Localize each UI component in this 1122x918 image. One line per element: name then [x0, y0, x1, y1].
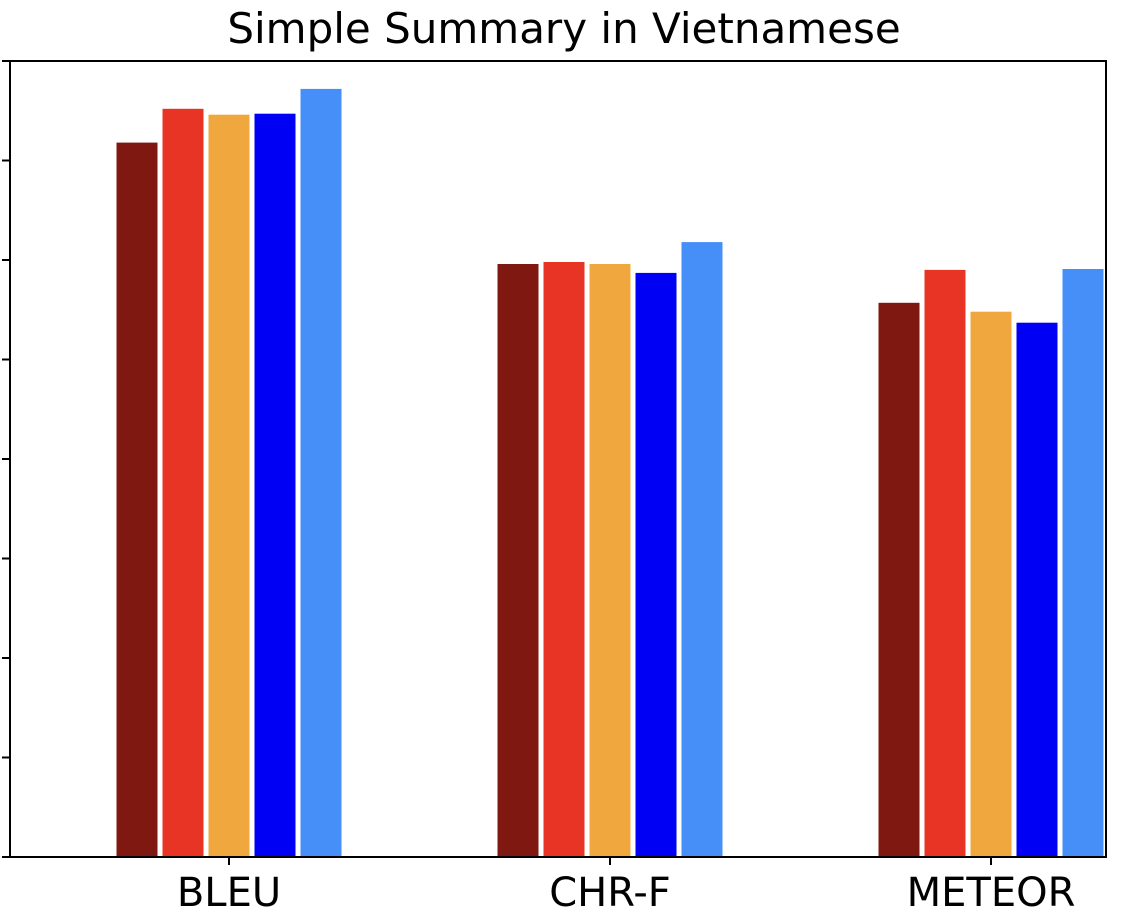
bar-bleu-series-3: [208, 114, 250, 857]
bar-bleu-series-4: [254, 113, 296, 857]
bar-meteor-series-5: [1062, 269, 1104, 857]
bar-chr-f-series-5: [681, 242, 723, 858]
x-tick-labels-group: BLEU CHR-F METEOR: [177, 870, 1076, 916]
bar-chr-f-series-4: [635, 272, 677, 857]
x-tick-label-bleu: BLEU: [177, 870, 281, 916]
bars-group: [116, 88, 1104, 858]
bar-meteor-series-1: [878, 302, 920, 857]
bar-chr-f-series-2: [543, 262, 585, 857]
bar-meteor-series-2: [924, 269, 966, 857]
bar-meteor-series-3: [970, 311, 1012, 857]
bar-bleu-series-2: [162, 108, 204, 858]
x-tick-label-meteor: METEOR: [907, 870, 1076, 916]
ticks-group: [2, 60, 992, 865]
bar-meteor-series-4: [1016, 322, 1058, 857]
plot-frame: [9, 60, 1107, 858]
chart-title: Simple Summary in Vietnamese: [227, 4, 900, 53]
bar-bleu-series-5: [300, 88, 342, 857]
bar-chr-f-series-1: [497, 264, 539, 857]
bar-chr-f-series-3: [589, 264, 631, 857]
bar-bleu-series-1: [116, 142, 158, 858]
x-tick-label-chr-f: CHR-F: [549, 870, 671, 916]
